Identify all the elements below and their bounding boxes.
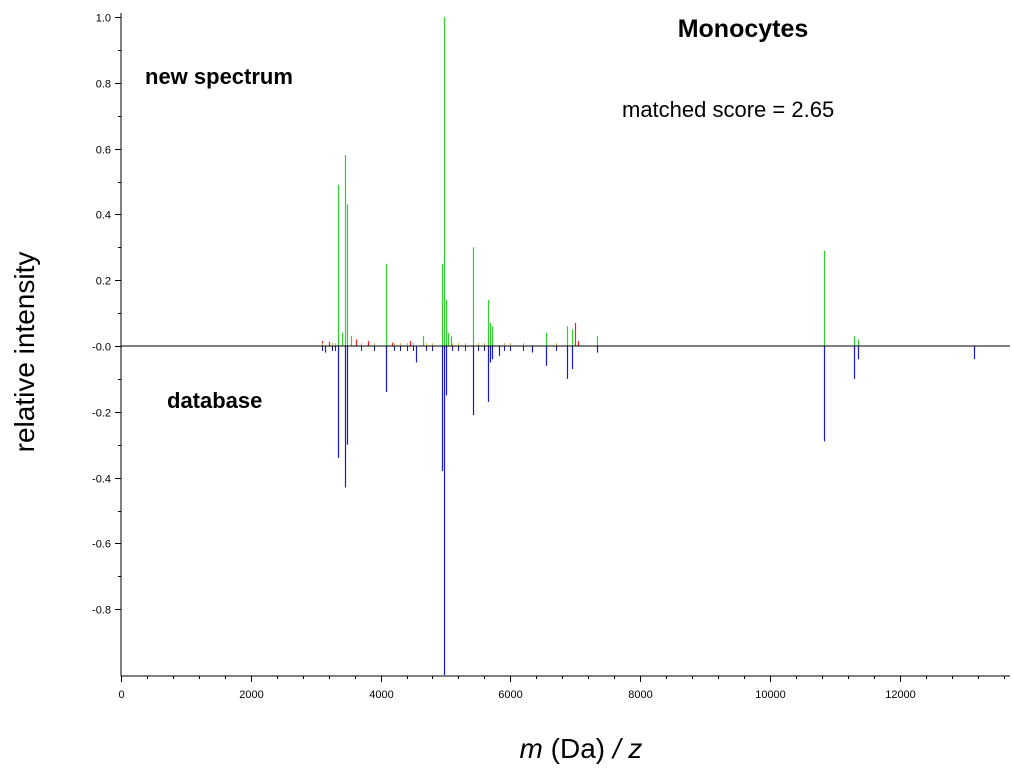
y-tick-label: 0.8 [96, 79, 111, 91]
y-tick-label: 0.6 [96, 145, 111, 157]
x-tick-label: 6000 [498, 689, 522, 701]
y-ticks: 1.0 0.8 0.6 0.4 0.2 -0.0 -0.2 -0.4 -0.6 -0.8 [92, 13, 121, 617]
x-axis-label: m (Da) / z [520, 733, 643, 764]
peak-bars [321, 17, 976, 675]
y-tick-label: 0.4 [96, 210, 111, 222]
x-axis-label-z: / z [611, 733, 643, 764]
y-tick-label: -0.8 [92, 605, 111, 617]
x-ticks: 0 2000 4000 6000 8000 10000 12000 [118, 676, 1005, 701]
y-tick-label: -0.0 [92, 342, 111, 354]
y-tick-label: -0.4 [92, 474, 111, 486]
y-tick-label: -0.2 [92, 408, 111, 420]
x-tick-label: 4000 [369, 689, 393, 701]
x-axis-label-m: m [520, 733, 543, 764]
x-tick-label: 10000 [755, 689, 786, 701]
chart-title: Monocytes [678, 15, 809, 43]
x-tick-label: 8000 [628, 689, 652, 701]
x-tick-label: 0 [118, 689, 124, 701]
x-tick-label: 2000 [239, 689, 263, 701]
y-tick-label: 0.2 [96, 276, 111, 288]
matched-score-annotation: matched score = 2.65 [622, 97, 834, 122]
x-axis-label-unit: (Da) [543, 733, 613, 764]
y-axis-label: relative intensity [9, 252, 40, 453]
y-tick-label: 1.0 [96, 13, 111, 25]
lower-series-label: database [167, 388, 262, 413]
upper-series-label: new spectrum [145, 64, 293, 89]
x-tick-label: 12000 [885, 689, 916, 701]
y-tick-label: -0.6 [92, 539, 111, 551]
